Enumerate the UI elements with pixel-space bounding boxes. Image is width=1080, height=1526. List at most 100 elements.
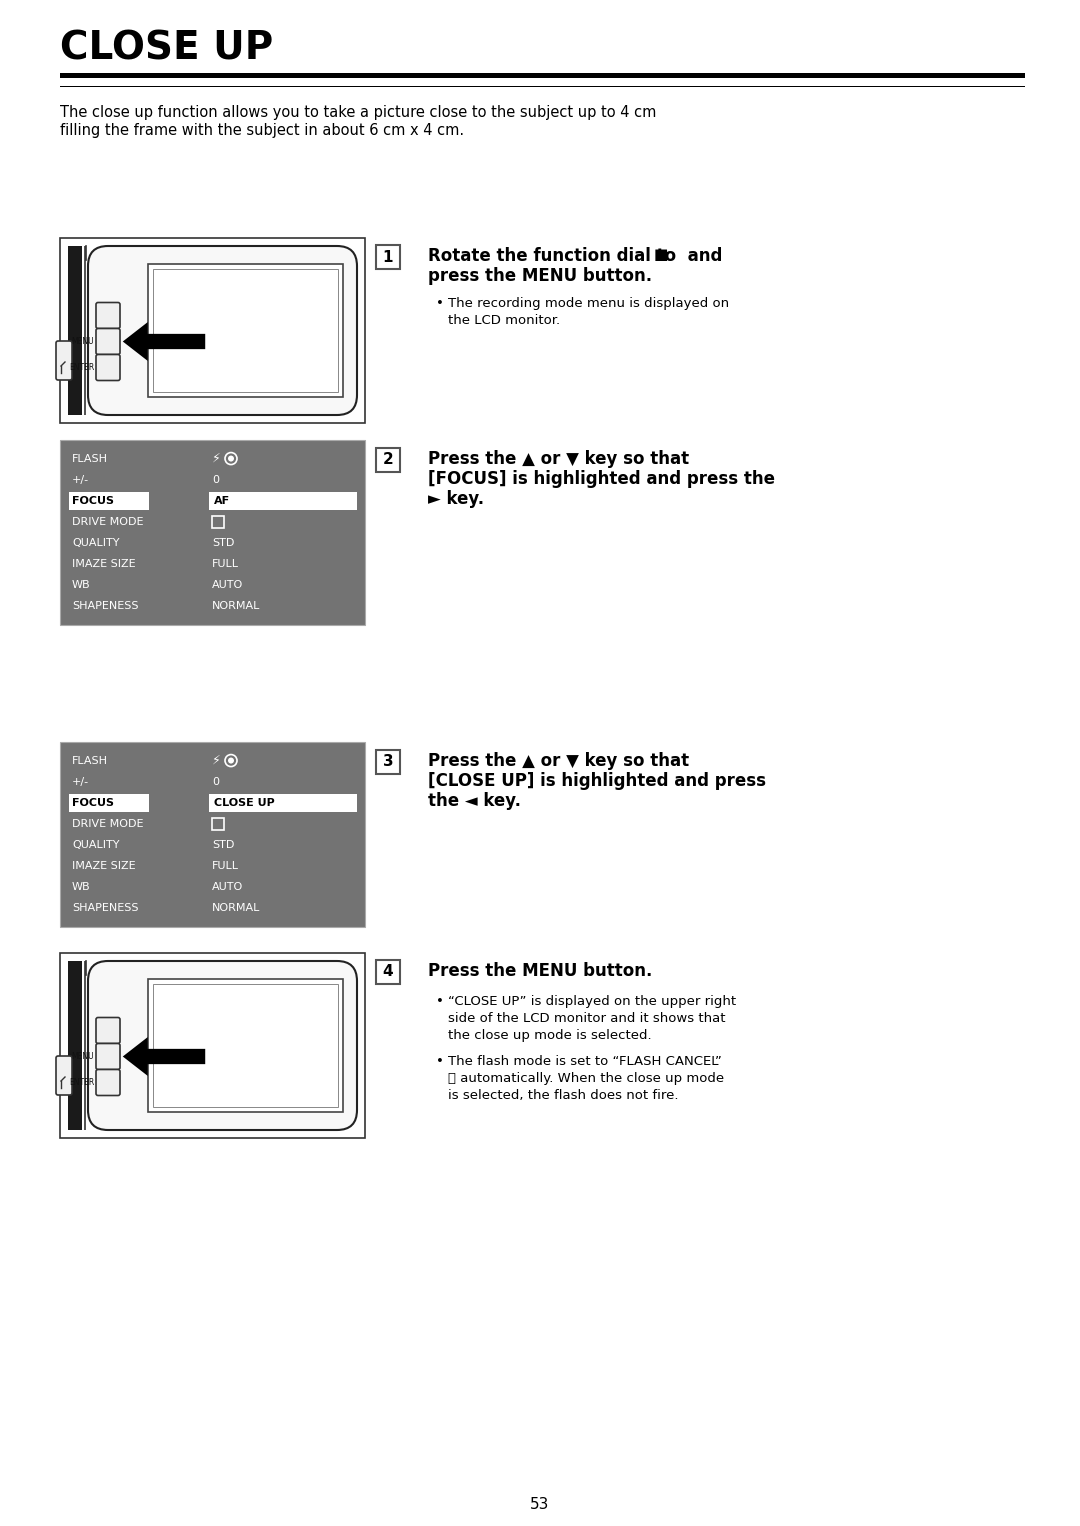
Text: MENU: MENU: [71, 337, 94, 346]
Text: FULL: FULL: [212, 861, 239, 871]
Text: 2: 2: [382, 453, 393, 467]
Bar: [376, 449, 400, 472]
Bar: [210, 794, 357, 812]
Text: QUALITY: QUALITY: [72, 839, 120, 850]
Bar: [68, 246, 82, 415]
Bar: [60, 742, 365, 926]
Text: Press the ▲ or ▼ key so that: Press the ▲ or ▼ key so that: [428, 450, 689, 468]
Bar: [153, 984, 338, 1106]
Bar: [148, 264, 343, 397]
Text: 1: 1: [382, 249, 393, 264]
Text: STD: STD: [212, 539, 234, 548]
Text: FULL: FULL: [212, 559, 239, 569]
Text: WB: WB: [72, 882, 91, 893]
Bar: [68, 961, 82, 1129]
Text: ENTER: ENTER: [69, 1077, 94, 1087]
Bar: [60, 954, 365, 1138]
Text: side of the LCD monitor and it shows that: side of the LCD monitor and it shows tha…: [448, 1012, 726, 1025]
Text: FLASH: FLASH: [72, 453, 108, 464]
Text: MENU: MENU: [71, 1051, 94, 1061]
Bar: [84, 961, 86, 1129]
Text: WB: WB: [72, 580, 91, 591]
FancyBboxPatch shape: [96, 354, 120, 380]
Text: The recording mode menu is displayed on: The recording mode menu is displayed on: [448, 298, 729, 310]
Text: The close up function allows you to take a picture close to the subject up to 4 : The close up function allows you to take…: [60, 105, 657, 121]
Text: the ◄ key.: the ◄ key.: [428, 792, 521, 810]
Text: press the MENU button.: press the MENU button.: [428, 267, 652, 285]
FancyBboxPatch shape: [87, 246, 357, 415]
Text: ⚡: ⚡: [212, 452, 220, 465]
Text: filling the frame with the subject in about 6 cm x 4 cm.: filling the frame with the subject in ab…: [60, 124, 464, 137]
Text: AF: AF: [214, 496, 230, 505]
Bar: [148, 980, 343, 1112]
Text: Rotate the function dial to  and: Rotate the function dial to and: [428, 247, 723, 266]
Text: Press the ▲ or ▼ key so that: Press the ▲ or ▼ key so that: [428, 752, 689, 771]
Bar: [376, 960, 400, 984]
Text: 3: 3: [382, 754, 393, 769]
Text: ■: ■: [654, 247, 669, 262]
Bar: [104, 1021, 113, 1030]
Text: SHAPENESS: SHAPENESS: [72, 903, 138, 914]
FancyBboxPatch shape: [96, 1044, 120, 1070]
Bar: [376, 246, 400, 269]
FancyBboxPatch shape: [96, 1018, 120, 1044]
Text: DRIVE MODE: DRIVE MODE: [72, 517, 144, 526]
Text: NORMAL: NORMAL: [212, 601, 260, 612]
Circle shape: [228, 757, 234, 763]
Bar: [84, 246, 86, 415]
Text: is selected, the flash does not fire.: is selected, the flash does not fire.: [448, 1090, 678, 1102]
Text: DRIVE MODE: DRIVE MODE: [72, 819, 144, 829]
Text: the LCD monitor.: the LCD monitor.: [448, 314, 561, 327]
FancyBboxPatch shape: [96, 302, 120, 328]
FancyBboxPatch shape: [96, 1070, 120, 1096]
Text: [FOCUS] is highlighted and press the: [FOCUS] is highlighted and press the: [428, 470, 775, 488]
Bar: [69, 491, 149, 510]
Bar: [376, 749, 400, 774]
Text: ► key.: ► key.: [428, 490, 484, 508]
Text: 53: 53: [530, 1497, 550, 1512]
Text: Press the MENU button.: Press the MENU button.: [428, 961, 652, 980]
Text: “CLOSE UP” is displayed on the upper right: “CLOSE UP” is displayed on the upper rig…: [448, 995, 737, 1009]
Text: CLOSE UP: CLOSE UP: [214, 798, 274, 807]
Text: CLOSE UP: CLOSE UP: [60, 31, 273, 69]
Text: FOCUS: FOCUS: [72, 496, 114, 505]
Text: 0: 0: [212, 475, 219, 485]
Text: IMAZE SIZE: IMAZE SIZE: [72, 559, 136, 569]
Bar: [212, 818, 224, 830]
FancyBboxPatch shape: [87, 961, 357, 1129]
Bar: [69, 794, 149, 812]
Text: [CLOSE UP] is highlighted and press: [CLOSE UP] is highlighted and press: [428, 772, 766, 790]
Text: •: •: [436, 298, 444, 310]
Text: 0: 0: [212, 777, 219, 787]
Circle shape: [228, 456, 234, 461]
Text: AUTO: AUTO: [212, 580, 243, 591]
Text: the close up mode is selected.: the close up mode is selected.: [448, 1029, 651, 1042]
Bar: [60, 73, 1025, 78]
Text: •: •: [436, 1054, 444, 1068]
Text: AUTO: AUTO: [212, 882, 243, 893]
Text: ENTER: ENTER: [69, 363, 94, 372]
Bar: [104, 307, 113, 316]
Text: +/-: +/-: [72, 777, 90, 787]
Bar: [60, 238, 365, 423]
Text: SHAPENESS: SHAPENESS: [72, 601, 138, 612]
Text: ⓕ automatically. When the close up mode: ⓕ automatically. When the close up mode: [448, 1071, 724, 1085]
Bar: [60, 439, 365, 626]
Bar: [210, 491, 357, 510]
Bar: [212, 516, 224, 528]
FancyBboxPatch shape: [56, 1056, 72, 1096]
Text: IMAZE SIZE: IMAZE SIZE: [72, 861, 136, 871]
Text: FLASH: FLASH: [72, 755, 108, 766]
Text: ⚡: ⚡: [212, 754, 220, 768]
FancyBboxPatch shape: [56, 340, 72, 380]
Text: FOCUS: FOCUS: [72, 798, 114, 807]
Bar: [153, 269, 338, 392]
Text: +/-: +/-: [72, 475, 90, 485]
Text: STD: STD: [212, 839, 234, 850]
Text: The flash mode is set to “FLASH CANCEL”: The flash mode is set to “FLASH CANCEL”: [448, 1054, 721, 1068]
Text: 4: 4: [382, 964, 393, 980]
Text: QUALITY: QUALITY: [72, 539, 120, 548]
FancyBboxPatch shape: [96, 328, 120, 354]
Text: •: •: [436, 995, 444, 1009]
Text: NORMAL: NORMAL: [212, 903, 260, 914]
